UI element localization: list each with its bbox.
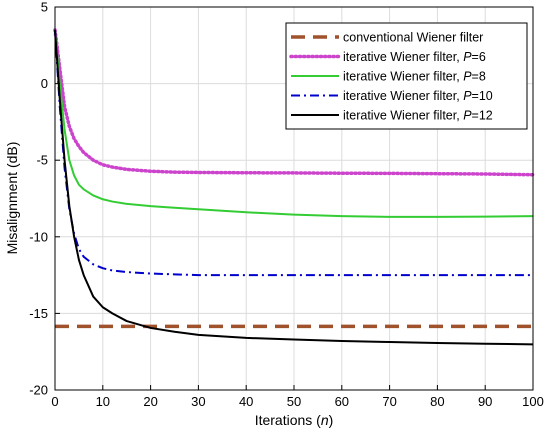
- y-tick-label: 0: [41, 76, 48, 91]
- legend-entry-label: iterative Wiener filter, P=6: [343, 50, 486, 64]
- x-ticks: 0 10 20 30 40 50 60 70 80 90 100: [51, 385, 544, 409]
- y-ticks: 5 0 -5 -10 -15 -20: [29, 0, 60, 398]
- x-tick-label: 0: [51, 394, 58, 409]
- series-lines: [53, 28, 535, 346]
- legend-entry-label: iterative Wiener filter, P=8: [343, 70, 486, 84]
- series-line-5: [54, 29, 534, 346]
- legend-entry-label: iterative Wiener filter, P=12: [343, 109, 493, 123]
- x-tick-label: 90: [478, 394, 492, 409]
- x-tick-label: 100: [522, 394, 544, 409]
- y-tick-label: -20: [29, 383, 48, 398]
- legend: conventional Wiener filter iterative Wien…: [285, 22, 528, 130]
- series-line-2: [53, 28, 535, 177]
- x-tick-label: 80: [430, 394, 444, 409]
- x-tick-label: 40: [239, 394, 253, 409]
- legend-entry-label: iterative Wiener filter, P=10: [343, 89, 493, 103]
- x-tick-label: 70: [382, 394, 396, 409]
- series-line-3: [54, 29, 534, 218]
- x-axis-label: Iterations (n): [255, 412, 334, 428]
- y-axis-label: Misalignment (dB): [4, 142, 20, 255]
- y-tick-label: 5: [41, 0, 48, 15]
- y-tick-label: -15: [29, 306, 48, 321]
- x-tick-label: 60: [335, 394, 349, 409]
- x-tick-label: 10: [96, 394, 110, 409]
- x-tick-label: 20: [143, 394, 157, 409]
- x-tick-label: 30: [191, 394, 205, 409]
- y-tick-label: -5: [36, 153, 48, 168]
- y-tick-label: -10: [29, 229, 48, 244]
- x-tick-label: 50: [287, 394, 301, 409]
- legend-entry-label: conventional Wiener filter: [343, 31, 483, 45]
